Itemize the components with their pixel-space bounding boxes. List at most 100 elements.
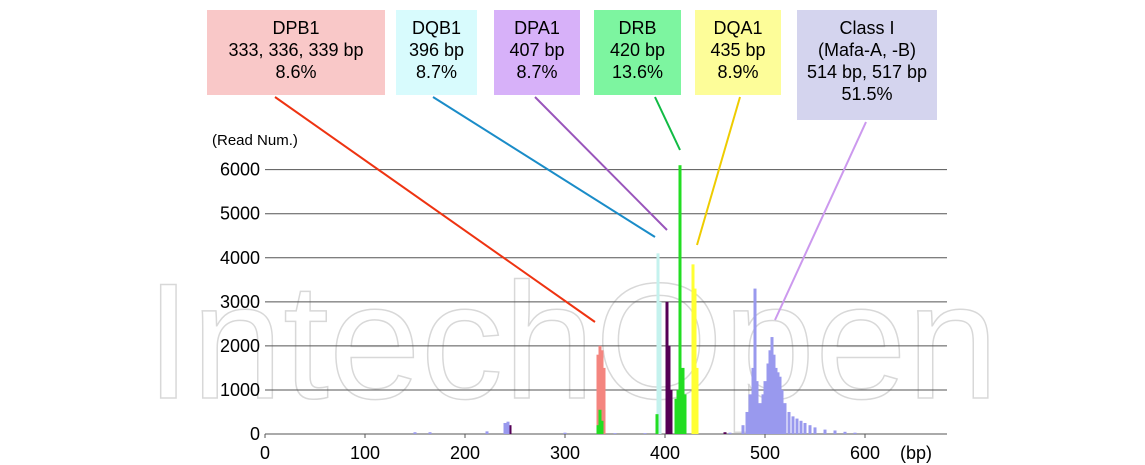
label-title: DRB	[618, 18, 656, 38]
y-tick-label: 2000	[220, 336, 260, 356]
label-line: 333, 336, 339 bp	[228, 40, 363, 60]
peak	[774, 367, 778, 434]
peak	[693, 288, 697, 434]
watermark: IntechOpen	[145, 249, 998, 433]
label-line: 435 bp	[710, 40, 765, 60]
peak	[772, 354, 776, 434]
peak	[656, 253, 660, 434]
peak	[745, 411, 749, 434]
peak	[751, 367, 755, 434]
label-box	[594, 10, 681, 95]
peak	[563, 432, 567, 434]
peak	[833, 430, 837, 434]
peak	[596, 354, 600, 434]
peak	[602, 367, 606, 434]
leader-line	[274, 96, 596, 323]
peak	[799, 420, 803, 434]
peak	[803, 422, 807, 434]
peak	[681, 367, 685, 434]
peak	[695, 367, 699, 434]
peak	[778, 376, 782, 434]
peak	[683, 394, 687, 434]
peak	[678, 165, 682, 434]
peak	[761, 394, 765, 434]
peak	[787, 411, 791, 434]
x-tick-label: 600	[850, 443, 880, 463]
peak	[669, 389, 673, 434]
x-tick-label: 0	[260, 443, 270, 463]
peak	[428, 432, 432, 434]
peak	[674, 398, 678, 434]
label-line: 8.7%	[416, 62, 457, 82]
peak	[741, 425, 745, 434]
peak	[503, 422, 507, 434]
peak	[643, 433, 647, 434]
peak	[613, 433, 617, 434]
peak	[723, 432, 727, 434]
peak	[598, 409, 602, 434]
peak	[691, 264, 695, 434]
label-box	[396, 10, 477, 95]
peak	[596, 425, 600, 434]
label-box	[207, 10, 385, 95]
y-tick-label: 3000	[220, 292, 260, 312]
label-line: (Mafa-A, -B)	[818, 40, 916, 60]
x-tick-label: 200	[450, 443, 480, 463]
peak	[783, 403, 787, 434]
label-box	[494, 10, 580, 95]
label-title: Class I	[839, 18, 894, 38]
peak	[600, 350, 604, 434]
x-tick-label: 400	[650, 443, 680, 463]
leader-line	[534, 96, 668, 231]
leader-line	[432, 96, 656, 238]
peak	[763, 381, 767, 434]
label-line: 8.7%	[516, 62, 557, 82]
label-line: 13.6%	[612, 62, 663, 82]
peak	[795, 418, 799, 434]
peak	[813, 427, 817, 434]
label-box	[797, 10, 937, 120]
peak	[755, 381, 759, 434]
label-line: 514 bp, 517 bp	[807, 62, 927, 82]
label-line: 51.5%	[841, 84, 892, 104]
x-axis-label: (bp)	[900, 443, 932, 463]
y-tick-label: 6000	[220, 160, 260, 180]
peak	[843, 431, 847, 434]
leader-line	[774, 121, 867, 321]
label-line: 8.6%	[275, 62, 316, 82]
x-tick-label: 300	[550, 443, 580, 463]
y-tick-label: 4000	[220, 248, 260, 268]
label-title: DPB1	[272, 18, 319, 38]
y-tick-label: 1000	[220, 380, 260, 400]
label-title: DQA1	[713, 18, 762, 38]
peak	[676, 389, 680, 434]
peak	[667, 345, 671, 434]
label-title: DQB1	[412, 18, 461, 38]
peak	[508, 425, 512, 434]
peak	[413, 432, 417, 434]
peak	[853, 432, 857, 434]
label-title: DPA1	[514, 18, 560, 38]
leader-line	[654, 96, 681, 151]
x-tick-label: 500	[750, 443, 780, 463]
label-line: 407 bp	[509, 40, 564, 60]
peak	[766, 363, 770, 434]
y-tick-label: 5000	[220, 204, 260, 224]
label-box	[695, 10, 781, 95]
peak	[506, 421, 510, 434]
leader-line	[696, 96, 741, 246]
peak	[791, 416, 795, 434]
peak	[780, 389, 784, 434]
peak	[665, 301, 669, 434]
peak	[600, 420, 604, 434]
peak	[753, 288, 757, 434]
peak	[770, 337, 774, 434]
label-line: 420 bp	[610, 40, 665, 60]
peak	[598, 345, 602, 434]
label-line: 396 bp	[409, 40, 464, 60]
peak	[485, 431, 489, 434]
peak	[655, 414, 659, 434]
peak	[808, 425, 812, 434]
peak	[658, 301, 662, 434]
